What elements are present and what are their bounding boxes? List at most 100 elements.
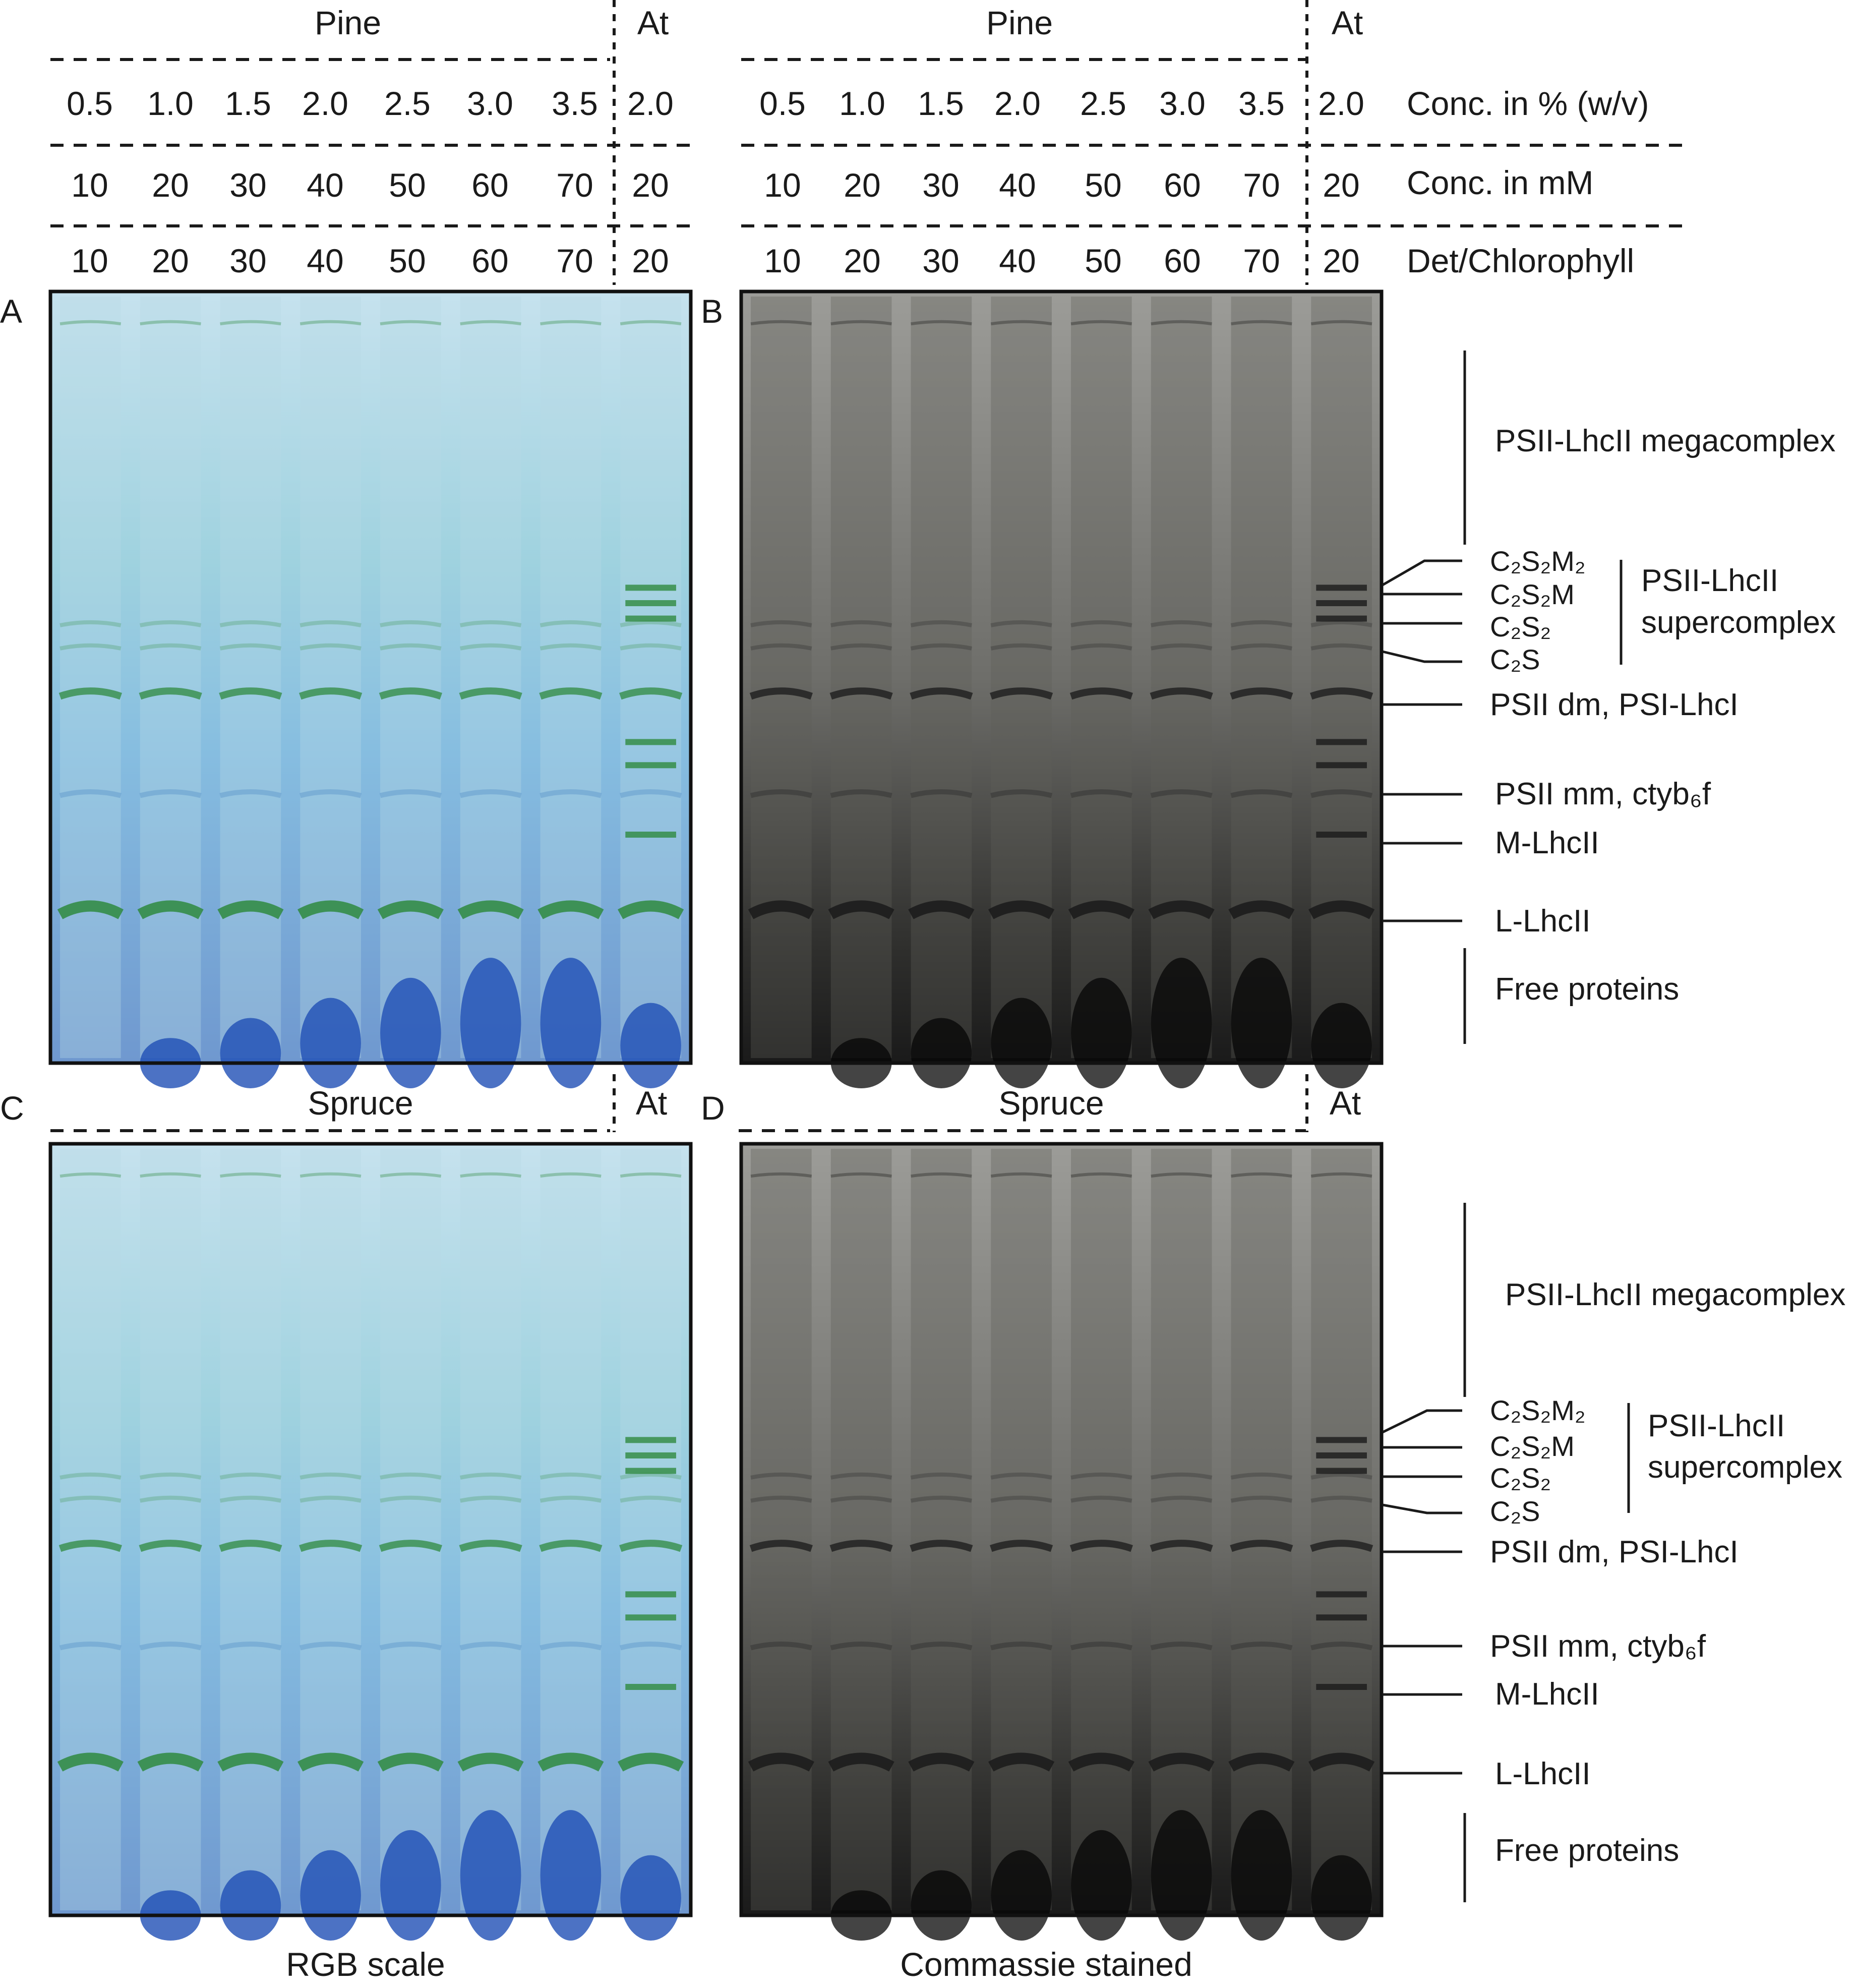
gel-band [300,620,362,627]
gel-band [1230,643,1292,651]
label-c2s2-bottom: C₂S₂ [1490,1462,1551,1494]
header-mm-value: 40 [999,166,1036,204]
gel-band [1151,643,1213,651]
gel-dye-front [620,1855,681,1941]
header-det-value: 50 [389,242,426,279]
gel-band [59,643,122,651]
gel-band [140,320,201,326]
gel-band [749,1540,813,1552]
header-det-value: 60 [1164,242,1201,279]
caption-rgb: RGB scale [286,1946,445,1983]
gel-band [219,687,282,700]
gel-band [1069,687,1133,700]
gel-band [380,643,442,651]
gel-lane [60,1149,121,1910]
gel-background [50,1144,691,1915]
gel-band [1310,643,1372,651]
header-percent-value: 2.5 [1080,85,1126,122]
gel-band [299,687,363,700]
gel-band [830,1642,892,1651]
gel-band [539,687,603,700]
gel-band [830,620,892,627]
gel-band [59,1472,122,1480]
header-mm-value: 10 [764,166,801,204]
gel-dye-front [911,1018,972,1088]
gel-band [620,789,682,798]
spruce-label-right: Spruce [998,1084,1104,1122]
gel-band [990,643,1052,651]
gel-band [830,789,892,798]
header-det-at-value: 20 [632,242,669,279]
gel-band [1310,1495,1372,1503]
gel-band [908,900,975,919]
gel-band [910,687,973,700]
header-percent-value: 3.0 [467,85,513,122]
gel-band-at [625,584,676,591]
label-mlhc-top: M-LhcII [1495,826,1599,860]
gel-dye-front [1151,1810,1212,1941]
gel-dye-front [991,1850,1052,1941]
band-labels-bottom: PSII-LhcII megacomplex C₂S₂M₂ C₂S₂M C₂S₂… [1490,1277,1845,1868]
label-dm-bottom: PSII dm, PSI-LhcI [1490,1535,1739,1569]
gel-band [1231,1172,1292,1178]
header-percent-value: 3.0 [1159,85,1206,122]
gel-band-at [1316,1437,1367,1443]
gel-band [1070,1172,1132,1178]
gel-band [59,789,122,798]
top-header: Pine At Pine At 0.5 1.0 1.5 2.0 2.5 3.0 3.5 2.0… [50,0,1687,1132]
gel-band [300,789,362,798]
gel-band [1070,1472,1132,1480]
gel-band [460,1472,522,1480]
gel-band [540,1642,602,1651]
at-label-top-left: At [637,4,669,41]
label-c2s2m2-bottom: C₂S₂M₂ [1490,1394,1586,1426]
gel-band [1230,1642,1293,1651]
gel-band [300,1642,362,1651]
header-mm-value: 20 [152,166,189,204]
gel-band [910,1540,973,1552]
header-det-value: 70 [556,242,593,279]
gel-band [750,789,812,798]
label-megacomplex-bottom: PSII-LhcII megacomplex [1505,1277,1845,1312]
gel-band [748,1752,814,1772]
label-c2s-bottom: C₂S [1490,1495,1540,1527]
gel-band [219,1642,282,1651]
gel-band [139,1540,202,1552]
gel-band [1070,1642,1132,1651]
label-c2s-top: C₂S [1490,644,1540,675]
gel-band [297,1752,364,1772]
header-percent-value: 0.5 [759,85,806,122]
header-mm-value: 50 [389,166,426,204]
gel-panel-a-rgb [48,289,693,1089]
gel-lane [911,297,972,1058]
gel-band [540,320,602,326]
label-c2s2-top: C₂S₂ [1490,611,1551,642]
gel-dye-front [380,1830,441,1941]
header-percent-value: 2.0 [302,85,348,122]
gel-lane [220,297,281,1058]
gel-band [911,1172,972,1178]
gel-band [460,643,522,651]
header-det-value: 30 [922,242,959,279]
gel-lane [1311,297,1372,1058]
gel-band [990,320,1052,326]
gel-lane [911,1149,972,1910]
gel-lane [380,1149,441,1910]
gel-band [829,687,893,700]
gel-band-at [625,762,676,769]
gel-band [460,1172,521,1178]
gel-band [1310,1472,1372,1480]
gel-lane [140,297,201,1058]
gel-band [457,1752,524,1772]
gel-lane [300,1149,361,1910]
panel-letter-b: B [701,293,723,330]
label-c2s2m-top: C₂S₂M [1490,578,1575,610]
gel-band [1308,1752,1375,1772]
gel-background [741,1144,1382,1915]
gel-band [540,620,602,627]
band-annotations-bottom [1382,1203,1630,1902]
gel-dye-front [540,1810,602,1941]
gel-band-at [1316,1684,1367,1690]
gel-band [59,1495,122,1503]
gel-band [300,1172,362,1178]
